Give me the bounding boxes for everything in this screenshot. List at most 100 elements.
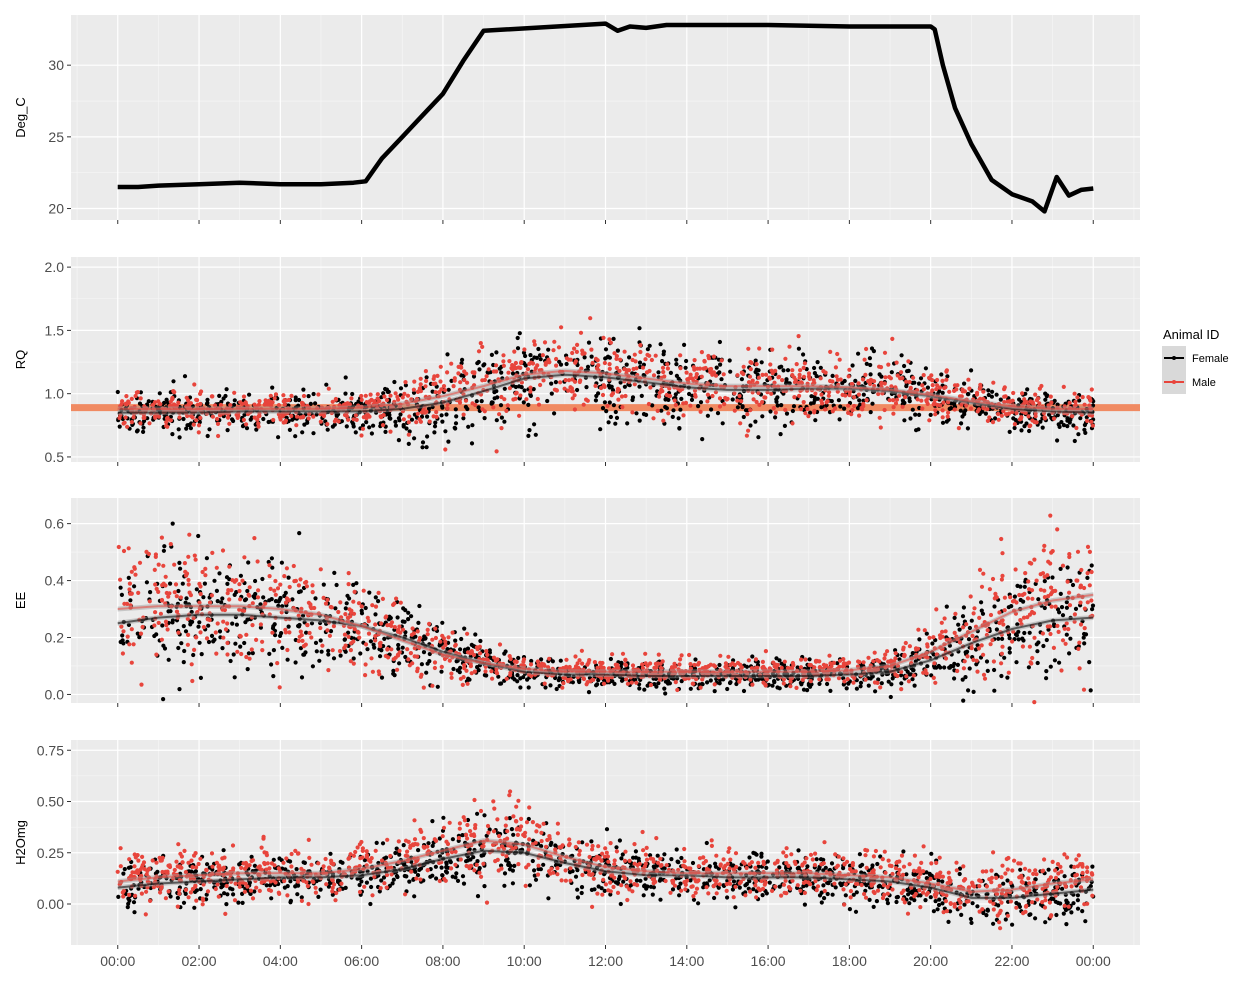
data-point bbox=[499, 426, 504, 431]
data-point bbox=[221, 635, 226, 640]
data-point bbox=[267, 574, 272, 579]
data-point bbox=[214, 651, 219, 656]
data-point bbox=[260, 576, 265, 582]
data-point bbox=[655, 408, 660, 413]
data-point bbox=[293, 434, 298, 439]
data-point bbox=[603, 347, 609, 352]
data-point bbox=[921, 387, 927, 392]
data-point bbox=[651, 416, 656, 421]
data-point bbox=[618, 380, 623, 385]
data-point bbox=[801, 352, 806, 357]
data-point bbox=[851, 680, 856, 685]
data-point bbox=[620, 405, 625, 410]
data-point bbox=[177, 560, 182, 566]
data-point bbox=[489, 352, 494, 357]
data-point bbox=[247, 585, 252, 590]
data-point bbox=[654, 665, 659, 670]
data-point bbox=[351, 661, 356, 666]
y-axis-title: Deg_C bbox=[13, 97, 28, 137]
data-point bbox=[402, 619, 407, 624]
data-point bbox=[938, 665, 943, 670]
data-point bbox=[769, 368, 774, 373]
data-point bbox=[663, 404, 668, 410]
data-point bbox=[753, 358, 758, 363]
data-point bbox=[223, 627, 229, 632]
data-point bbox=[209, 633, 215, 639]
data-point bbox=[600, 392, 606, 398]
data-point bbox=[517, 331, 522, 336]
data-point bbox=[299, 400, 305, 405]
data-point bbox=[693, 657, 698, 662]
data-point bbox=[384, 397, 390, 403]
data-point bbox=[981, 389, 986, 394]
data-point bbox=[401, 606, 406, 611]
data-point bbox=[156, 562, 161, 567]
data-point bbox=[1011, 390, 1016, 396]
data-point bbox=[219, 399, 224, 404]
data-point bbox=[343, 643, 348, 648]
data-point bbox=[990, 389, 995, 394]
data-point bbox=[440, 419, 445, 424]
data-point bbox=[458, 665, 463, 671]
data-point bbox=[289, 393, 294, 398]
data-point bbox=[128, 598, 133, 603]
data-point bbox=[325, 422, 330, 427]
data-point bbox=[327, 633, 332, 638]
data-point bbox=[885, 649, 890, 654]
data-point bbox=[775, 403, 780, 408]
data-point bbox=[346, 634, 351, 639]
data-point bbox=[614, 365, 620, 371]
data-point bbox=[196, 430, 201, 435]
data-point bbox=[823, 407, 828, 412]
data-point bbox=[273, 392, 279, 397]
data-point bbox=[908, 416, 913, 421]
data-point bbox=[586, 660, 591, 665]
data-point bbox=[796, 346, 802, 351]
data-point bbox=[225, 581, 230, 587]
data-point bbox=[1050, 575, 1055, 580]
data-point bbox=[231, 652, 236, 657]
data-point bbox=[418, 382, 423, 387]
data-point bbox=[619, 856, 624, 861]
data-point bbox=[719, 358, 724, 363]
data-point bbox=[138, 390, 143, 395]
data-point bbox=[837, 417, 842, 422]
data-point bbox=[854, 686, 860, 691]
data-point bbox=[902, 652, 907, 657]
data-point bbox=[179, 641, 184, 646]
data-point bbox=[861, 660, 866, 665]
data-point bbox=[230, 417, 235, 422]
data-point bbox=[927, 418, 932, 423]
data-point bbox=[328, 604, 333, 610]
data-point bbox=[1076, 646, 1081, 652]
data-point bbox=[237, 588, 242, 594]
data-point bbox=[370, 669, 375, 674]
data-point bbox=[975, 669, 980, 674]
data-point bbox=[184, 573, 189, 578]
data-point bbox=[882, 656, 887, 661]
data-point bbox=[939, 372, 944, 377]
data-point bbox=[902, 363, 907, 369]
data-point bbox=[1077, 640, 1082, 645]
data-point bbox=[855, 406, 861, 411]
data-point bbox=[453, 643, 458, 648]
data-point bbox=[504, 676, 509, 681]
data-point bbox=[872, 650, 877, 655]
data-point bbox=[176, 588, 181, 594]
data-point bbox=[165, 424, 170, 429]
data-point bbox=[934, 607, 939, 612]
data-point bbox=[966, 688, 971, 693]
data-point bbox=[894, 360, 899, 365]
data-point bbox=[306, 394, 311, 399]
data-point bbox=[564, 657, 569, 662]
data-point bbox=[1000, 636, 1005, 642]
data-point bbox=[507, 386, 512, 391]
data-point bbox=[343, 612, 348, 617]
data-point bbox=[126, 400, 131, 405]
data-point bbox=[770, 683, 775, 688]
data-point bbox=[154, 652, 159, 657]
data-point bbox=[1047, 412, 1052, 417]
data-point bbox=[465, 631, 470, 636]
data-point bbox=[1065, 424, 1070, 429]
data-point bbox=[989, 394, 995, 399]
